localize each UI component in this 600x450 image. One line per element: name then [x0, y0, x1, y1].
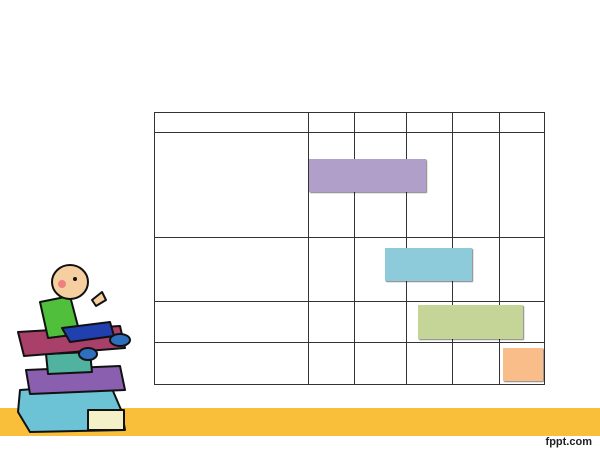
gantt-bar-1 — [309, 159, 426, 192]
boy-on-books-illustration — [17, 264, 131, 433]
brand-label: fppt.com — [545, 436, 592, 448]
gantt-bar-2 — [385, 248, 472, 281]
gantt-bar-3 — [418, 305, 523, 339]
gantt-table — [154, 112, 545, 385]
gantt-bar-4 — [503, 348, 543, 381]
